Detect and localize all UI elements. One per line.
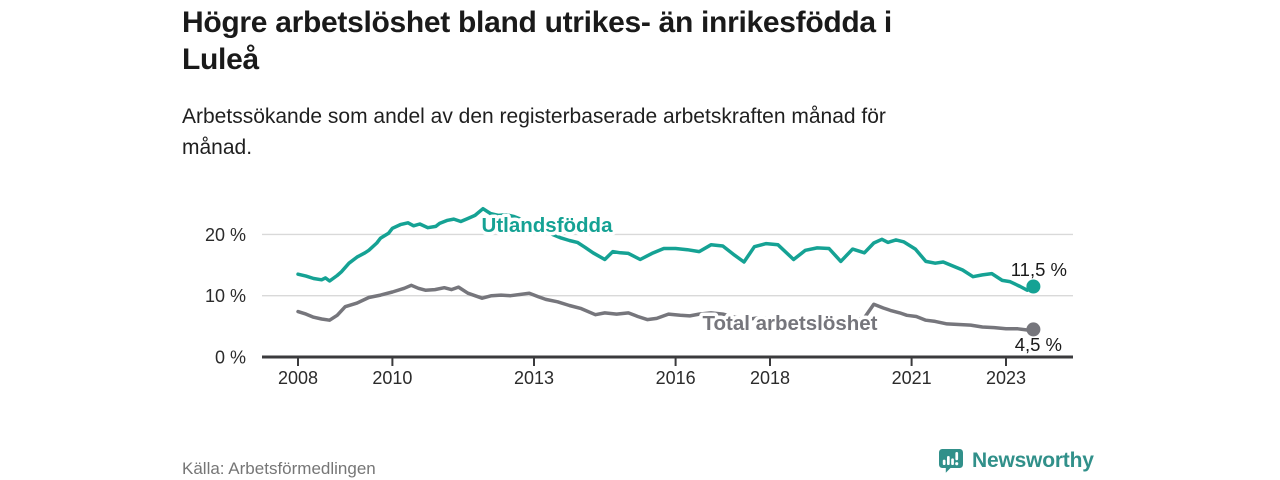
x-tick-label: 2010 xyxy=(372,368,412,388)
page-title-line-1: Högre arbetslöshet bland utrikes- än inr… xyxy=(182,6,892,39)
series-endvalue-utlandsfodda: 11,5 % xyxy=(1011,259,1067,280)
series-line-utlandsfodda xyxy=(296,206,1036,292)
x-tick-label: 2018 xyxy=(750,368,790,388)
page-subtitle: Arbetssökande som andel av den registerb… xyxy=(182,101,1082,163)
page-subtitle-line-1: Arbetssökande som andel av den registerb… xyxy=(182,105,886,128)
series-line-total-arbetsloshet xyxy=(296,283,1036,332)
newsworthy-bar-chart-pin-icon xyxy=(939,449,963,473)
series-label-utlandsfodda: Utlandsfödda xyxy=(482,214,614,237)
y-tick-label: 20 % xyxy=(205,225,246,245)
unemployment-line-chart: 2008 2010 2013 2016 2018 2021 2023 0 % 10 % 20 % U… xyxy=(180,186,1100,400)
x-tick-label: 2023 xyxy=(986,368,1026,388)
x-tick-label: 2016 xyxy=(656,368,696,388)
brand-logo: Newsworthy xyxy=(937,447,1094,475)
y-tick-label: 10 % xyxy=(205,286,246,306)
x-tick-label: 2021 xyxy=(892,368,932,388)
page-title-line-2: Luleå xyxy=(182,43,259,76)
page-subtitle-line-2: månad. xyxy=(182,136,253,159)
page-title: Högre arbetslöshet bland utrikes- än inr… xyxy=(182,4,1102,78)
source-note: Källa: Arbetsförmedlingen xyxy=(182,459,376,478)
brand-name: Newsworthy xyxy=(972,449,1094,472)
series-endpoint-total-arbetsloshet xyxy=(1026,322,1041,337)
x-tick-label: 2013 xyxy=(514,368,554,388)
series-endvalue-total-arbetsloshet: 4,5 % xyxy=(1015,334,1062,355)
x-tick-label: 2008 xyxy=(278,368,318,388)
y-tick-label: 0 % xyxy=(215,348,246,368)
series-label-total-arbetsloshet: Total arbetslöshet xyxy=(702,312,877,335)
line-chart-svg: 2008 2010 2013 2016 2018 2021 2023 0 % 10 % 20 % U… xyxy=(205,206,1073,388)
series-endpoint-utlandsfodda xyxy=(1026,279,1041,294)
